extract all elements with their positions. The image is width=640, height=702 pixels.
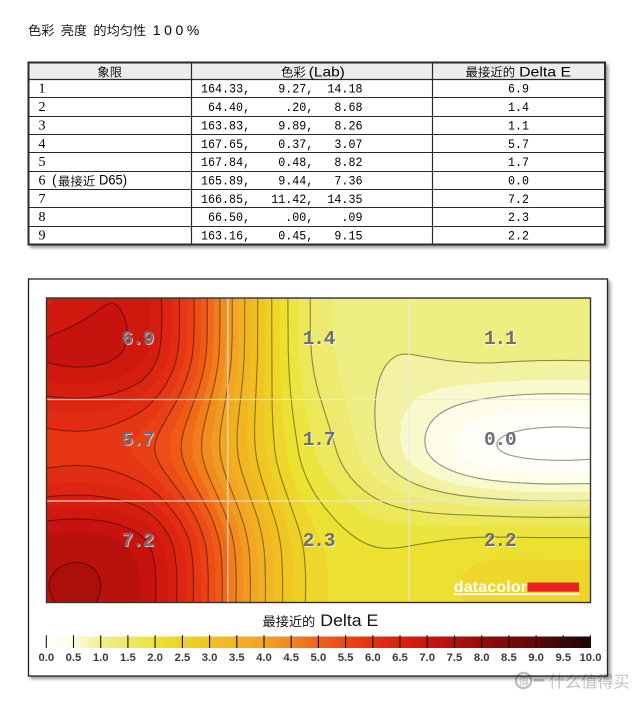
svg-text:3: 3 <box>39 118 46 133</box>
svg-text:5: 5 <box>39 155 46 170</box>
svg-text:2: 2 <box>39 100 46 115</box>
svg-text:5.0: 5.0 <box>311 652 327 664</box>
svg-text:0.48,: 0.48, <box>278 156 313 170</box>
svg-text:.09: .09 <box>341 211 362 225</box>
svg-text:1.1: 1.1 <box>508 119 529 133</box>
svg-text:4.5: 4.5 <box>283 652 299 664</box>
svg-text:7.2: 7.2 <box>122 531 154 553</box>
svg-text:64.40,: 64.40, <box>208 101 250 115</box>
svg-text:5.7: 5.7 <box>508 138 529 152</box>
svg-text:7.36: 7.36 <box>334 175 362 189</box>
svg-text:Delta E: Delta E <box>519 65 571 80</box>
svg-text:4: 4 <box>39 137 46 152</box>
svg-text:2.2: 2.2 <box>508 230 529 244</box>
svg-text:163.16,: 163.16, <box>201 230 250 244</box>
svg-text:8.68: 8.68 <box>334 101 362 115</box>
svg-text:2.0: 2.0 <box>147 652 163 664</box>
svg-text:1.7: 1.7 <box>304 430 336 452</box>
svg-text:1.4: 1.4 <box>303 328 336 350</box>
svg-text:2.2: 2.2 <box>485 531 517 553</box>
svg-text:2.3: 2.3 <box>303 530 335 552</box>
svg-text:164.33,: 164.33, <box>201 83 250 97</box>
svg-text:9.89,: 9.89, <box>278 119 313 133</box>
svg-text:2.3: 2.3 <box>508 211 529 225</box>
svg-text:(: ( <box>52 173 57 188</box>
svg-text:9: 9 <box>39 229 46 244</box>
svg-text:1.7: 1.7 <box>508 156 529 170</box>
svg-text:9.5: 9.5 <box>555 652 571 664</box>
svg-text:8.5: 8.5 <box>501 652 517 664</box>
svg-text:6.9: 6.9 <box>122 329 154 351</box>
svg-text:6.9: 6.9 <box>508 83 529 97</box>
svg-text:167.65,: 167.65, <box>201 138 250 152</box>
svg-text:166.85,: 166.85, <box>201 193 250 207</box>
svg-text:9.15: 9.15 <box>334 230 362 244</box>
svg-text:9.0: 9.0 <box>528 652 544 664</box>
svg-text:1.1: 1.1 <box>484 328 516 350</box>
svg-text:66.50,: 66.50, <box>208 211 250 225</box>
svg-text:5.7: 5.7 <box>121 429 153 451</box>
svg-text:2.2: 2.2 <box>484 530 516 552</box>
svg-text:7.2: 7.2 <box>121 530 153 552</box>
svg-text:7: 7 <box>39 192 46 207</box>
svg-text:5.7: 5.7 <box>122 430 154 452</box>
svg-text:6.0: 6.0 <box>365 652 381 664</box>
svg-text:165.89,: 165.89, <box>201 175 250 189</box>
svg-text:9.44,: 9.44, <box>278 175 313 189</box>
svg-text:datacolor: datacolor <box>454 579 527 596</box>
svg-text:167.84,: 167.84, <box>201 156 250 170</box>
svg-text:0.45,: 0.45, <box>278 230 313 244</box>
svg-text:3.0: 3.0 <box>202 652 218 664</box>
svg-text:1.4: 1.4 <box>508 101 529 115</box>
svg-text:8.26: 8.26 <box>334 119 362 133</box>
svg-text:14.35: 14.35 <box>327 193 362 207</box>
svg-text:Delta E: Delta E <box>320 612 378 630</box>
svg-text:5.5: 5.5 <box>338 652 354 664</box>
svg-text:10.0: 10.0 <box>580 652 602 664</box>
svg-text:0.0: 0.0 <box>508 175 529 189</box>
svg-text:1.1: 1.1 <box>485 329 517 351</box>
svg-text:6: 6 <box>39 174 46 189</box>
svg-text:0.37,: 0.37, <box>278 138 313 152</box>
svg-text:1.5: 1.5 <box>120 652 136 664</box>
svg-text:1: 1 <box>39 82 46 97</box>
svg-text:1.4: 1.4 <box>304 329 337 351</box>
svg-text:0.0: 0.0 <box>484 429 516 451</box>
svg-text:1.7: 1.7 <box>303 429 335 451</box>
svg-text:100%: 100% <box>153 22 203 38</box>
svg-text:0.0: 0.0 <box>38 652 54 664</box>
svg-text:0.5: 0.5 <box>66 652 82 664</box>
svg-text:4.0: 4.0 <box>256 652 272 664</box>
svg-text:3.5: 3.5 <box>229 652 245 664</box>
svg-text:9.27,: 9.27, <box>278 83 313 97</box>
svg-text:0.0: 0.0 <box>485 430 517 452</box>
svg-text:7.0: 7.0 <box>419 652 435 664</box>
svg-text:1.0: 1.0 <box>93 652 109 664</box>
svg-text:7.2: 7.2 <box>508 193 529 207</box>
svg-text:163.83,: 163.83, <box>201 119 250 133</box>
svg-text:14.18: 14.18 <box>327 83 362 97</box>
svg-text:.00,: .00, <box>285 211 313 225</box>
svg-text:2.3: 2.3 <box>304 531 336 553</box>
svg-text:.20,: .20, <box>285 101 313 115</box>
svg-text:8.82: 8.82 <box>334 156 362 170</box>
svg-text:8.0: 8.0 <box>474 652 490 664</box>
svg-text:7.5: 7.5 <box>447 652 463 664</box>
svg-text:2.5: 2.5 <box>175 652 191 664</box>
svg-text:3.07: 3.07 <box>334 138 362 152</box>
svg-text:6.9: 6.9 <box>121 328 153 350</box>
svg-text:8: 8 <box>39 210 46 225</box>
svg-text:(Lab): (Lab) <box>309 65 345 80</box>
svg-text:6.5: 6.5 <box>392 652 408 664</box>
svg-text:D65): D65) <box>99 173 127 188</box>
svg-text:11.42,: 11.42, <box>271 193 313 207</box>
